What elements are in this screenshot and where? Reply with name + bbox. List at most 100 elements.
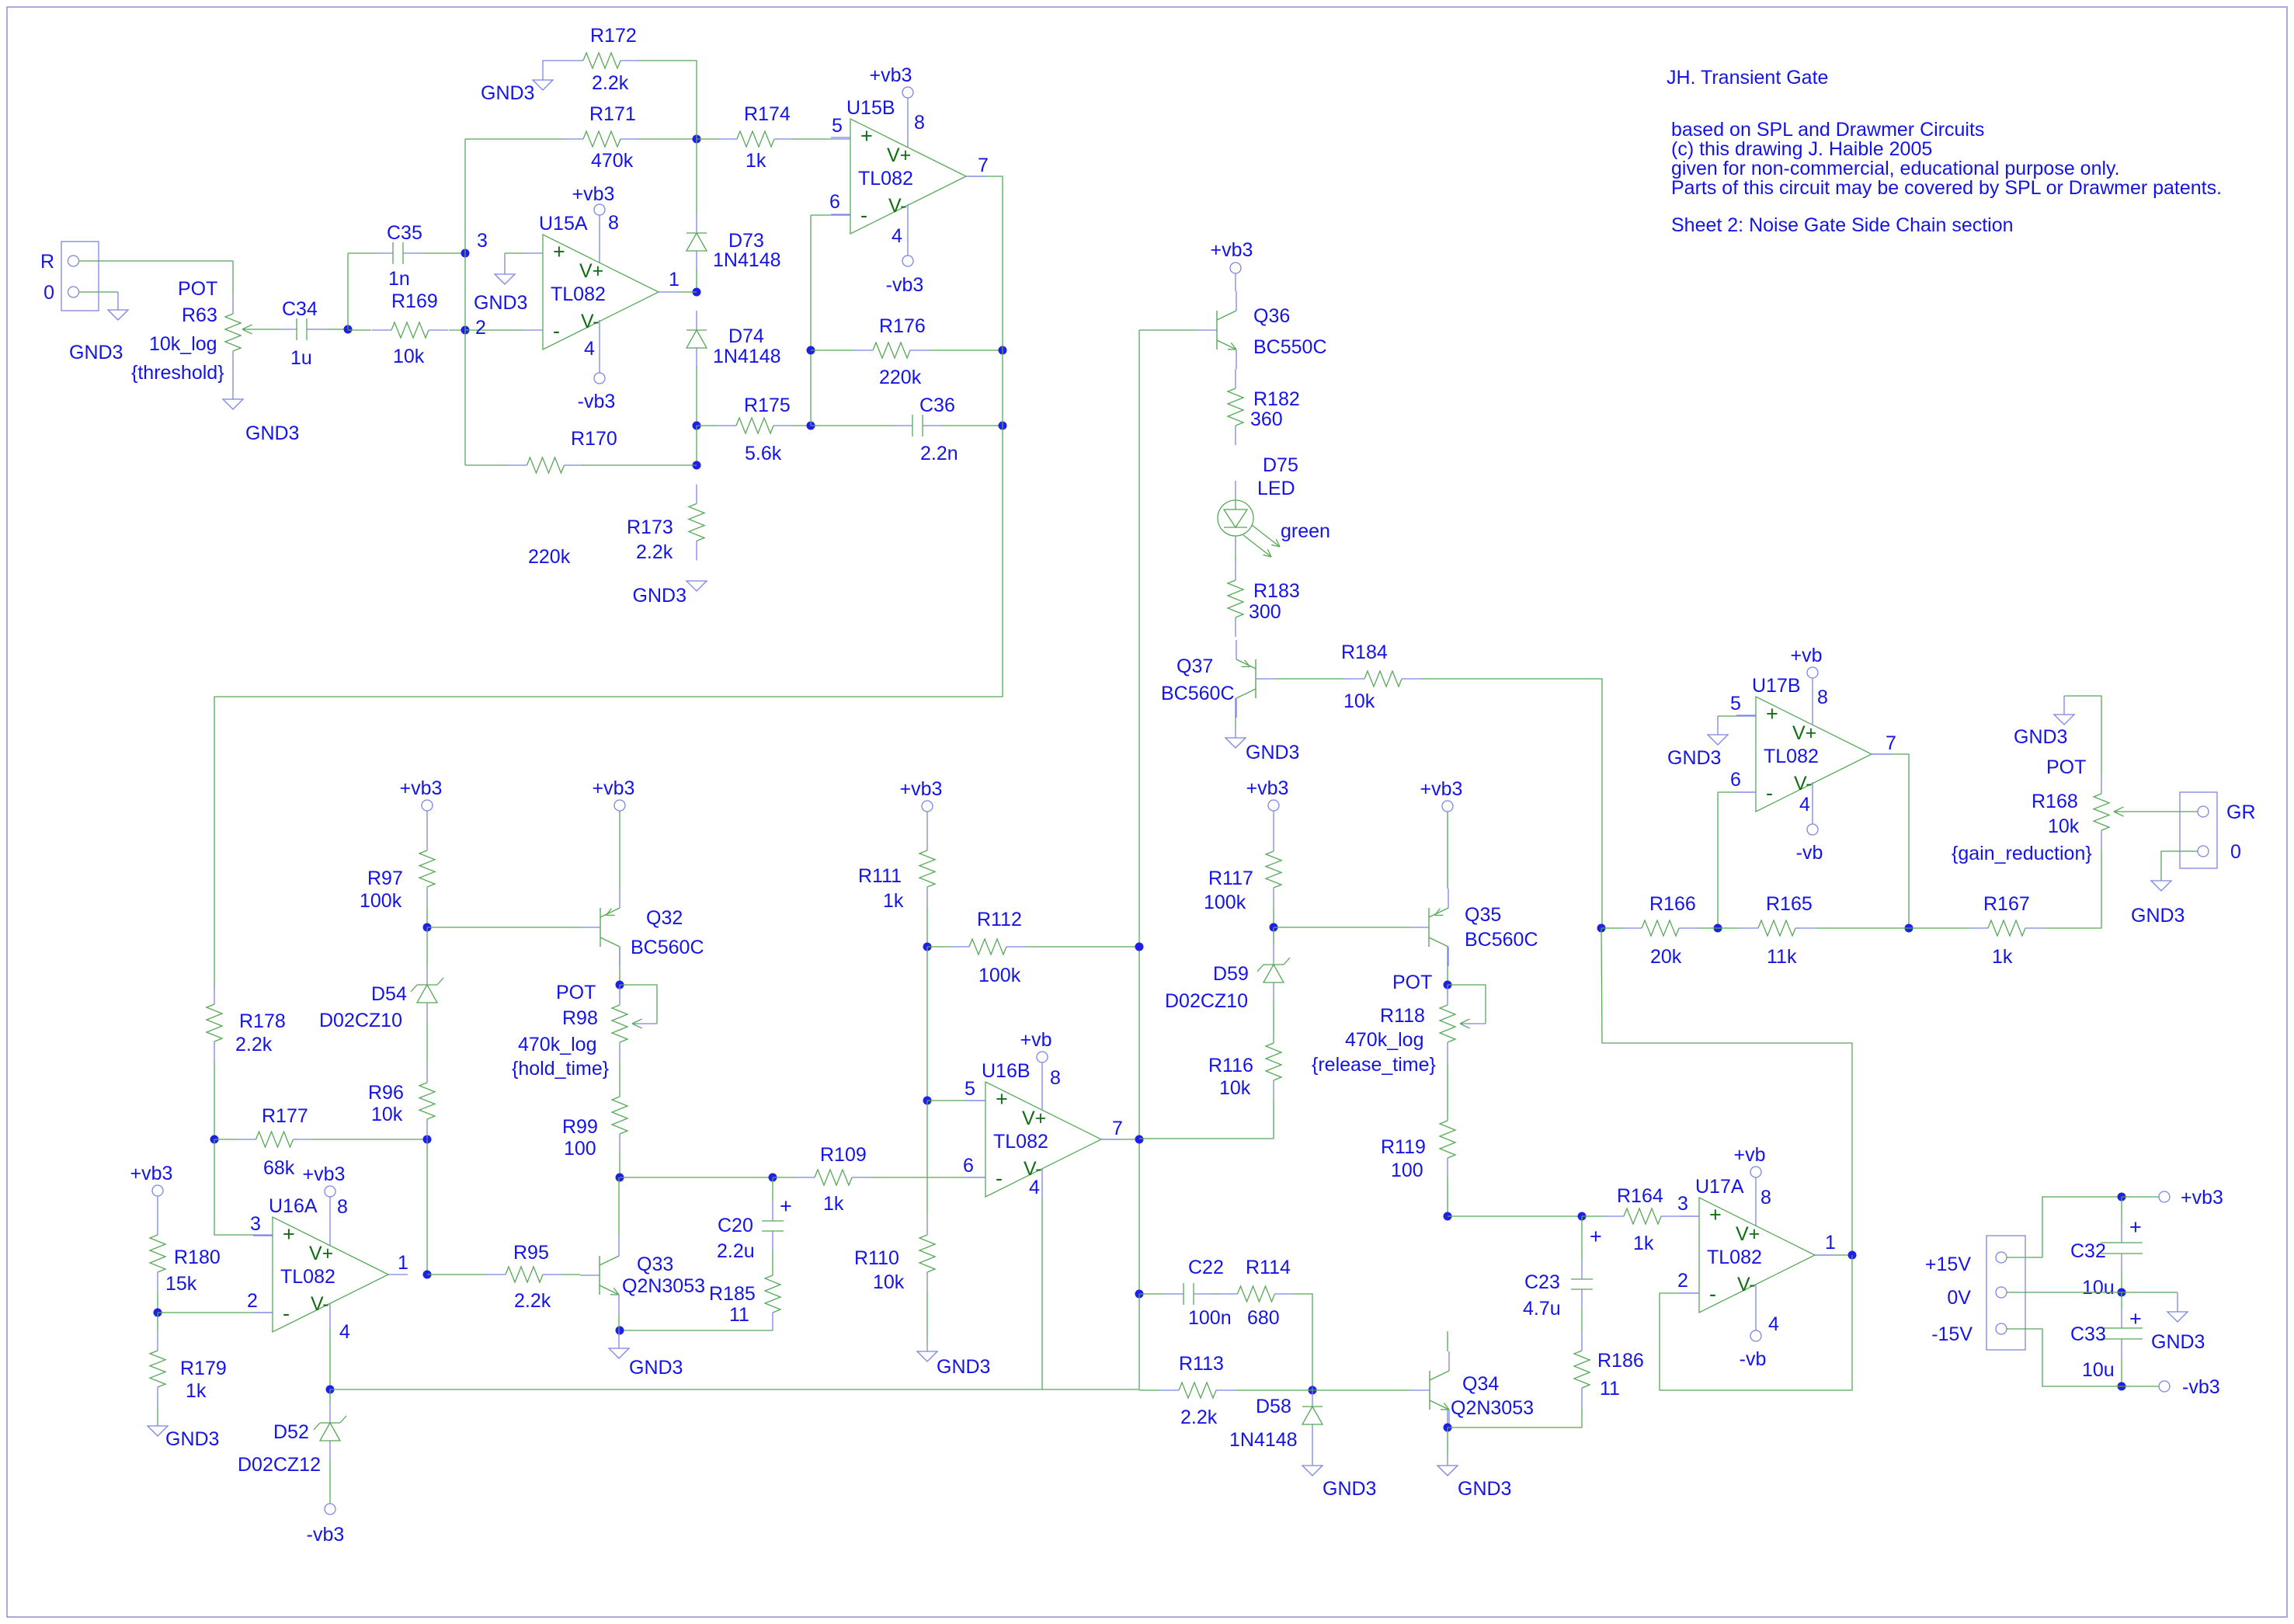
svg-text:D52: D52 xyxy=(273,1421,309,1443)
svg-text:R177: R177 xyxy=(262,1105,308,1127)
svg-text:2.2k: 2.2k xyxy=(592,72,629,94)
svg-text:11: 11 xyxy=(729,1304,749,1326)
svg-text:LED: LED xyxy=(1257,478,1295,499)
svg-text:R175: R175 xyxy=(744,395,791,416)
svg-text:D75: D75 xyxy=(1263,454,1298,476)
svg-text:TL082: TL082 xyxy=(280,1266,335,1288)
svg-text:8: 8 xyxy=(1817,687,1828,708)
svg-text:+vb3: +vb3 xyxy=(593,777,635,799)
svg-text:+15V: +15V xyxy=(1925,1254,1971,1275)
svg-text:+vb3: +vb3 xyxy=(400,777,443,799)
svg-text:1k: 1k xyxy=(746,150,766,172)
svg-text:4: 4 xyxy=(1768,1313,1779,1335)
svg-text:4: 4 xyxy=(584,338,595,360)
svg-text:R112: R112 xyxy=(977,909,1022,930)
svg-text:Q35: Q35 xyxy=(1465,904,1501,926)
svg-text:given for non-commercial, educ: given for non-commercial, educational pu… xyxy=(1671,158,2120,179)
svg-text:2.2k: 2.2k xyxy=(514,1290,551,1312)
svg-text:+vb3: +vb3 xyxy=(1420,778,1463,800)
svg-text:GND3: GND3 xyxy=(245,423,299,444)
svg-text:R96: R96 xyxy=(368,1082,404,1104)
svg-text:470k_log: 470k_log xyxy=(518,1034,596,1055)
svg-text:100: 100 xyxy=(564,1138,596,1160)
svg-text:8: 8 xyxy=(337,1196,348,1218)
svg-text:C36: C36 xyxy=(919,395,955,416)
svg-text:R118: R118 xyxy=(1380,1005,1425,1027)
svg-text:5: 5 xyxy=(965,1078,975,1100)
svg-text:GND3: GND3 xyxy=(1458,1478,1511,1500)
svg-text:R111: R111 xyxy=(858,865,902,887)
svg-text:3: 3 xyxy=(1677,1193,1688,1215)
svg-text:+vb3: +vb3 xyxy=(870,64,912,86)
svg-text:R178: R178 xyxy=(239,1010,286,1032)
svg-text:+: + xyxy=(2129,1307,2142,1330)
svg-text:D02CZ10: D02CZ10 xyxy=(319,1010,402,1031)
svg-text:8: 8 xyxy=(608,212,619,234)
svg-text:GND3: GND3 xyxy=(629,1357,683,1379)
svg-text:GND3: GND3 xyxy=(2151,1331,2205,1353)
svg-text:R109: R109 xyxy=(820,1144,867,1166)
svg-text:+: + xyxy=(1590,1225,1602,1248)
svg-text:680: 680 xyxy=(1247,1307,1280,1329)
svg-text:+: + xyxy=(1766,702,1778,725)
svg-text:100k: 100k xyxy=(360,890,402,912)
svg-text:R182: R182 xyxy=(1253,388,1300,410)
svg-text:Sheet 2: Noise Gate Side Chain: Sheet 2: Noise Gate Side Chain section xyxy=(1671,214,2014,236)
svg-text:BC560C: BC560C xyxy=(1465,929,1538,951)
svg-text:0V: 0V xyxy=(1947,1287,1971,1309)
svg-text:R97: R97 xyxy=(367,868,403,889)
svg-text:V-: V- xyxy=(1794,773,1813,795)
svg-text:4: 4 xyxy=(1029,1177,1040,1198)
svg-text:R110: R110 xyxy=(854,1247,899,1269)
svg-text:V+: V+ xyxy=(309,1243,333,1264)
svg-text:-vb3: -vb3 xyxy=(2182,1376,2220,1398)
svg-text:10k: 10k xyxy=(1343,690,1375,712)
svg-text:Q33: Q33 xyxy=(637,1254,673,1275)
svg-text:C33: C33 xyxy=(2070,1323,2106,1345)
svg-text:10k: 10k xyxy=(873,1271,905,1293)
svg-text:+vb3: +vb3 xyxy=(303,1163,346,1185)
svg-text:+: + xyxy=(780,1195,792,1218)
svg-text:green: green xyxy=(1281,520,1330,542)
svg-text:Q2N3053: Q2N3053 xyxy=(622,1275,705,1297)
svg-text:GND3: GND3 xyxy=(69,342,123,363)
svg-text:7: 7 xyxy=(978,155,989,176)
svg-text:6: 6 xyxy=(829,191,840,213)
svg-text:10k: 10k xyxy=(2048,815,2080,837)
svg-text:TL082: TL082 xyxy=(551,283,606,305)
svg-text:R113: R113 xyxy=(1179,1353,1224,1375)
svg-text:based on SPL and Drawmer Circu: based on SPL and Drawmer Circuits xyxy=(1671,119,1984,141)
svg-text:GND3: GND3 xyxy=(2014,726,2067,748)
svg-text:U16A: U16A xyxy=(269,1195,318,1217)
svg-text:C34: C34 xyxy=(282,298,318,320)
svg-text:-vb3: -vb3 xyxy=(578,391,616,412)
svg-text:R167: R167 xyxy=(1983,893,2030,915)
svg-text:Q2N3053: Q2N3053 xyxy=(1451,1397,1534,1419)
svg-text:V-: V- xyxy=(888,195,907,217)
svg-text:4: 4 xyxy=(339,1321,350,1343)
svg-text:TL082: TL082 xyxy=(1764,746,1819,767)
svg-text:+vb3: +vb3 xyxy=(1246,777,1289,799)
svg-text:2.2k: 2.2k xyxy=(636,541,673,563)
svg-text:V+: V+ xyxy=(887,144,911,166)
svg-text:+: + xyxy=(996,1087,1008,1111)
svg-text:4: 4 xyxy=(1799,794,1810,815)
svg-text:-: - xyxy=(996,1167,1003,1190)
svg-text:V-: V- xyxy=(311,1293,329,1315)
svg-text:U17B: U17B xyxy=(1752,675,1801,697)
svg-text:R98: R98 xyxy=(562,1007,598,1029)
svg-text:TL082: TL082 xyxy=(993,1131,1048,1153)
svg-text:C22: C22 xyxy=(1188,1257,1224,1278)
svg-text:(c) this drawing J. Haible 200: (c) this drawing J. Haible 2005 xyxy=(1671,138,1932,160)
svg-text:+vb3: +vb3 xyxy=(572,183,615,205)
svg-text:-: - xyxy=(860,203,867,227)
svg-text:5.6k: 5.6k xyxy=(745,443,782,464)
svg-text:-vb3: -vb3 xyxy=(307,1524,345,1546)
svg-text:R99: R99 xyxy=(562,1116,598,1138)
svg-text:470k: 470k xyxy=(591,150,634,172)
svg-text:R173: R173 xyxy=(627,516,673,538)
svg-text:5: 5 xyxy=(832,115,843,137)
svg-text:R176: R176 xyxy=(879,315,926,337)
svg-text:R185: R185 xyxy=(709,1283,756,1305)
svg-text:100k: 100k xyxy=(978,965,1021,986)
